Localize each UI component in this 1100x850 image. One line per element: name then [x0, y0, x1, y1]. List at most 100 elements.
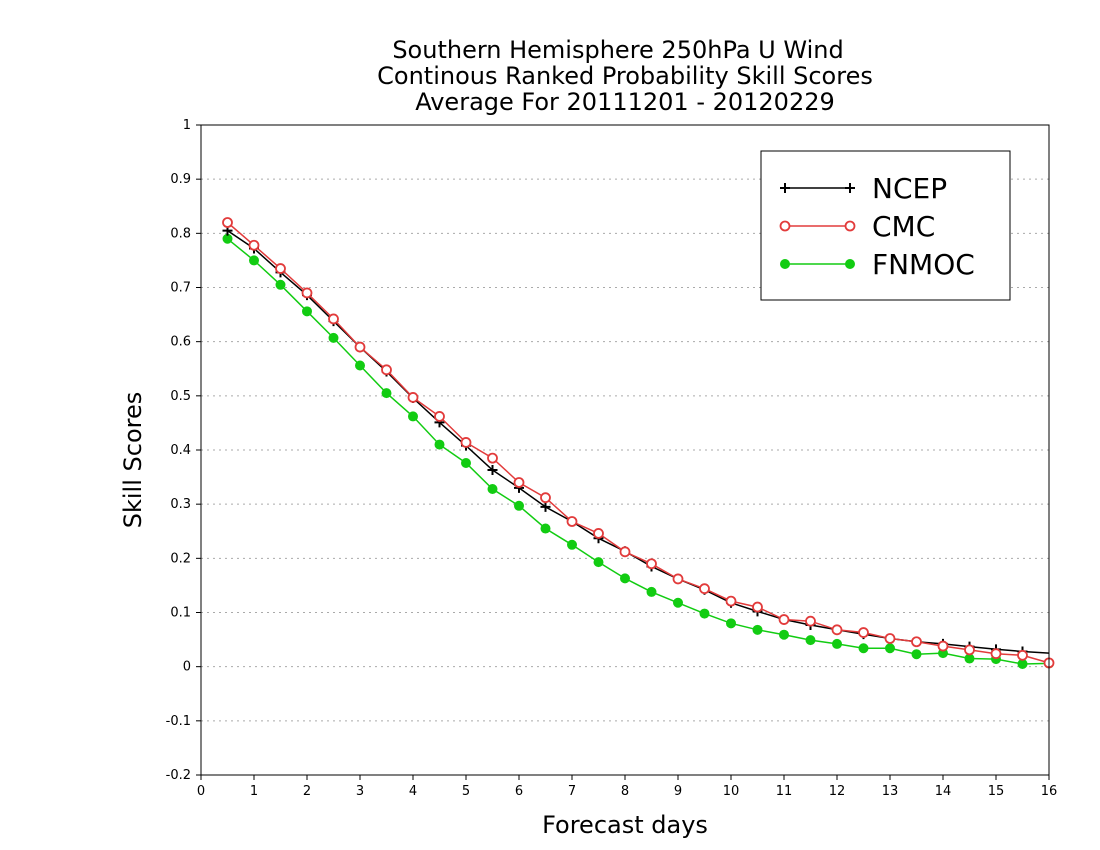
data-point-fnmoc [752, 624, 763, 635]
data-point-fnmoc [1017, 658, 1028, 669]
data-point-fnmoc [540, 523, 551, 534]
y-tick-label: 0.9 [170, 172, 191, 187]
data-point-fnmoc [567, 539, 577, 550]
data-point-fnmoc [964, 653, 975, 664]
data-point-cmc [778, 614, 790, 625]
y-tick-label: 0.6 [170, 335, 191, 350]
data-point-fnmoc [328, 332, 339, 343]
data-point-cmc [460, 437, 472, 448]
data-point-cmc [646, 558, 657, 570]
y-tick-label: 1 [183, 118, 191, 133]
data-point-cmc [831, 624, 843, 636]
data-point-cmc [619, 546, 631, 558]
x-tick-label: 14 [935, 784, 952, 799]
y-tick-label: 0.8 [170, 226, 191, 241]
data-point-cmc [381, 364, 392, 376]
data-point-fnmoc [302, 306, 312, 317]
data-point-cmc [301, 287, 313, 299]
data-point-fnmoc [673, 597, 683, 608]
y-tick-label: 0 [183, 660, 191, 675]
y-tick-label: -0.1 [166, 714, 191, 729]
data-point-fnmoc [858, 643, 869, 654]
x-tick-label: 12 [829, 784, 846, 799]
data-point-fnmoc [249, 255, 259, 266]
y-tick-label: 0.7 [170, 281, 191, 296]
data-point-fnmoc [646, 586, 657, 597]
x-tick-label: 15 [988, 784, 1005, 799]
x-tick-label: 13 [882, 784, 899, 799]
data-point-fnmoc [381, 388, 392, 399]
y-tick-label: -0.2 [166, 768, 191, 783]
data-point-fnmoc [408, 411, 418, 422]
x-tick-label: 10 [723, 784, 740, 799]
data-point-fnmoc [593, 557, 604, 568]
y-tick-label: 0.2 [170, 551, 191, 566]
title-line-2: Continous Ranked Probability Skill Score… [377, 62, 873, 90]
data-point-fnmoc [885, 643, 895, 654]
data-point-fnmoc [805, 635, 816, 646]
x-tick-label: 16 [1041, 784, 1058, 799]
x-tick-label: 3 [356, 784, 364, 799]
data-point-cmc [354, 341, 366, 353]
legend-marker-ncep [845, 183, 855, 193]
legend-marker-ncep [780, 183, 790, 193]
data-point-fnmoc [461, 458, 471, 468]
data-point-cmc [540, 492, 551, 504]
data-point-cmc [328, 313, 339, 325]
x-axis-label: Forecast days [542, 811, 708, 839]
data-point-ncep [540, 501, 551, 512]
title-line-3: Average For 20111201 - 20120229 [415, 88, 835, 116]
data-point-cmc [513, 477, 525, 488]
data-point-cmc [858, 627, 869, 638]
data-point-fnmoc [726, 618, 736, 629]
x-tick-label: 4 [409, 784, 417, 799]
x-tick-label: 0 [197, 784, 205, 799]
x-tick-label: 2 [303, 784, 311, 799]
chart-title: Southern Hemisphere 250hPa U Wind Contin… [377, 36, 873, 116]
data-point-cmc [487, 452, 498, 464]
data-point-fnmoc [434, 439, 445, 450]
data-point-cmc [937, 640, 949, 652]
legend-marker-cmc [844, 220, 856, 232]
data-point-cmc [752, 601, 763, 613]
x-tick-label: 5 [462, 784, 470, 799]
plot-area-frame [200, 124, 1050, 776]
series-layer [222, 217, 1055, 669]
data-point-cmc [248, 239, 260, 251]
data-point-fnmoc [911, 649, 922, 660]
y-tick-label: 0.5 [170, 389, 191, 404]
legend-label-ncep: NCEP [872, 172, 947, 205]
data-point-ncep [487, 465, 498, 476]
data-point-fnmoc [355, 360, 365, 371]
axis-ticks: -0.2-0.100.10.20.30.40.50.60.70.80.910 1 2… [166, 118, 1058, 799]
legend-label-fnmoc: FNMOC [872, 248, 975, 281]
y-tick-label: 0.3 [170, 497, 191, 512]
x-tick-label: 6 [515, 784, 523, 799]
legend-label-cmc: CMC [872, 210, 935, 243]
data-point-fnmoc [275, 279, 286, 290]
data-point-cmc [434, 411, 445, 422]
y-tick-label: 0.1 [170, 606, 191, 621]
series-cmc [222, 217, 1055, 669]
data-point-fnmoc [487, 484, 498, 494]
data-point-cmc [672, 573, 684, 585]
data-point-cmc [222, 217, 233, 228]
data-point-cmc [911, 636, 922, 648]
data-point-cmc [699, 583, 710, 595]
data-point-cmc [964, 644, 975, 656]
data-point-cmc [725, 595, 737, 607]
x-tick-label: 1 [250, 784, 258, 799]
legend: NCEP CMC FNMOC [760, 150, 1011, 301]
data-point-cmc [805, 615, 816, 627]
data-point-fnmoc [699, 608, 710, 619]
data-point-cmc [1017, 649, 1028, 661]
data-point-fnmoc [514, 500, 524, 511]
data-point-cmc [275, 263, 286, 274]
data-point-cmc [407, 392, 419, 403]
legend-marker-cmc [779, 220, 791, 232]
x-tick-label: 9 [674, 784, 682, 799]
legend-marker-fnmoc [780, 259, 790, 269]
data-point-fnmoc [620, 573, 630, 584]
data-point-fnmoc [832, 638, 842, 649]
